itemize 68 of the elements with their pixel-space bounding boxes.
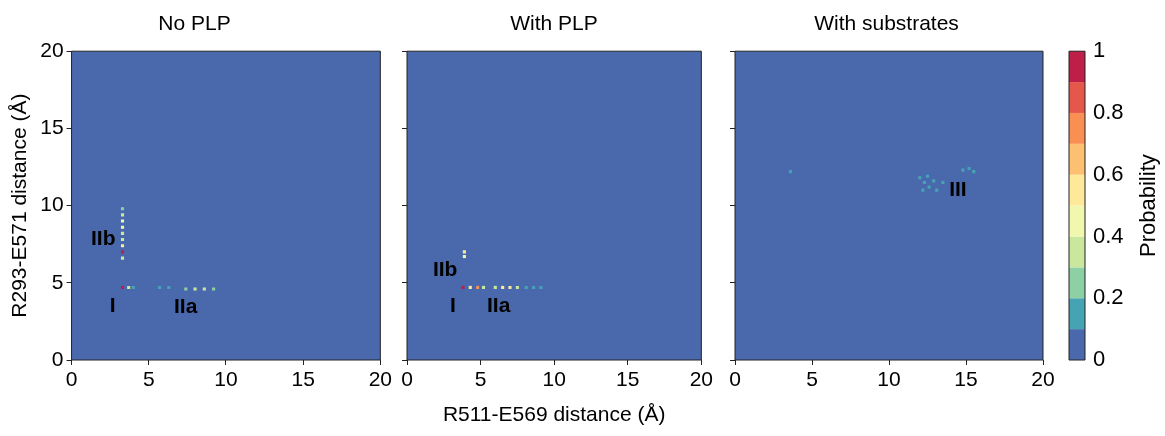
x-tick-label: 15 xyxy=(954,367,978,391)
x-tick-label: 5 xyxy=(806,367,818,391)
color-bar-label: 0.2 xyxy=(1093,284,1124,310)
annotation: III xyxy=(949,176,967,200)
point xyxy=(127,285,131,289)
x-tick-label: 20 xyxy=(689,367,713,391)
point xyxy=(212,287,216,291)
point xyxy=(120,285,125,289)
point xyxy=(941,180,945,184)
point xyxy=(918,176,922,180)
point xyxy=(935,188,939,192)
y-tick-label: 10 xyxy=(40,192,64,216)
x-tick-label: 10 xyxy=(214,367,238,391)
annotation: IIb xyxy=(432,257,458,281)
point xyxy=(193,287,197,291)
x-tick-label: 15 xyxy=(291,367,315,391)
point xyxy=(961,168,965,172)
x-tick-label: 5 xyxy=(142,367,155,391)
point xyxy=(922,180,926,184)
x-tick-label: 10 xyxy=(542,367,566,391)
point xyxy=(120,238,125,242)
y-tick-label: 0 xyxy=(51,346,64,370)
point xyxy=(120,256,125,260)
color-bar-title: Probability xyxy=(1135,154,1161,257)
point xyxy=(921,188,925,192)
x-axis-title: R511-E569 distance (Å) xyxy=(442,402,666,426)
x-tick-label: 10 xyxy=(877,367,901,391)
point xyxy=(120,219,125,223)
y-tick-label: 20 xyxy=(40,38,64,61)
annotation: IIa xyxy=(173,294,198,318)
point xyxy=(167,285,171,289)
y-axis-title: R293-E571 distance (Å) xyxy=(7,93,31,318)
annotation: IIa xyxy=(487,292,511,316)
color-bar-label: 0.4 xyxy=(1093,222,1124,248)
chart-title: No PLP xyxy=(158,11,231,35)
x-tick-label: 20 xyxy=(1031,367,1055,391)
x-tick-label: 0 xyxy=(729,367,741,391)
point xyxy=(120,213,125,217)
color-bar-label: 1 xyxy=(1093,37,1106,63)
point xyxy=(120,250,125,254)
color-bar-label: 0.6 xyxy=(1093,160,1124,186)
color-bar-label: 0 xyxy=(1093,346,1106,372)
point xyxy=(932,179,936,183)
x-tick-label: 5 xyxy=(474,367,487,391)
point xyxy=(925,174,930,178)
point xyxy=(131,285,135,289)
point xyxy=(120,231,125,235)
annotation: I xyxy=(109,292,116,316)
point xyxy=(184,287,188,291)
y-tick-label: 5 xyxy=(51,269,64,293)
color-bar-label: 0.8 xyxy=(1093,99,1124,125)
x-tick-label: 20 xyxy=(368,367,392,391)
x-tick-label: 15 xyxy=(616,367,640,391)
chart-title: With PLP xyxy=(510,11,598,35)
point xyxy=(967,166,971,171)
annotation: IIb xyxy=(91,226,116,250)
annotation: I xyxy=(450,292,456,316)
point xyxy=(202,287,206,291)
chart-title: With substrates xyxy=(814,11,959,35)
x-tick-label: 0 xyxy=(401,367,413,391)
y-tick-label: 15 xyxy=(40,115,64,139)
point xyxy=(120,225,125,229)
point xyxy=(120,207,125,211)
point xyxy=(788,170,792,174)
point xyxy=(158,285,162,289)
point xyxy=(972,170,976,174)
point xyxy=(120,244,125,248)
point xyxy=(927,185,931,189)
